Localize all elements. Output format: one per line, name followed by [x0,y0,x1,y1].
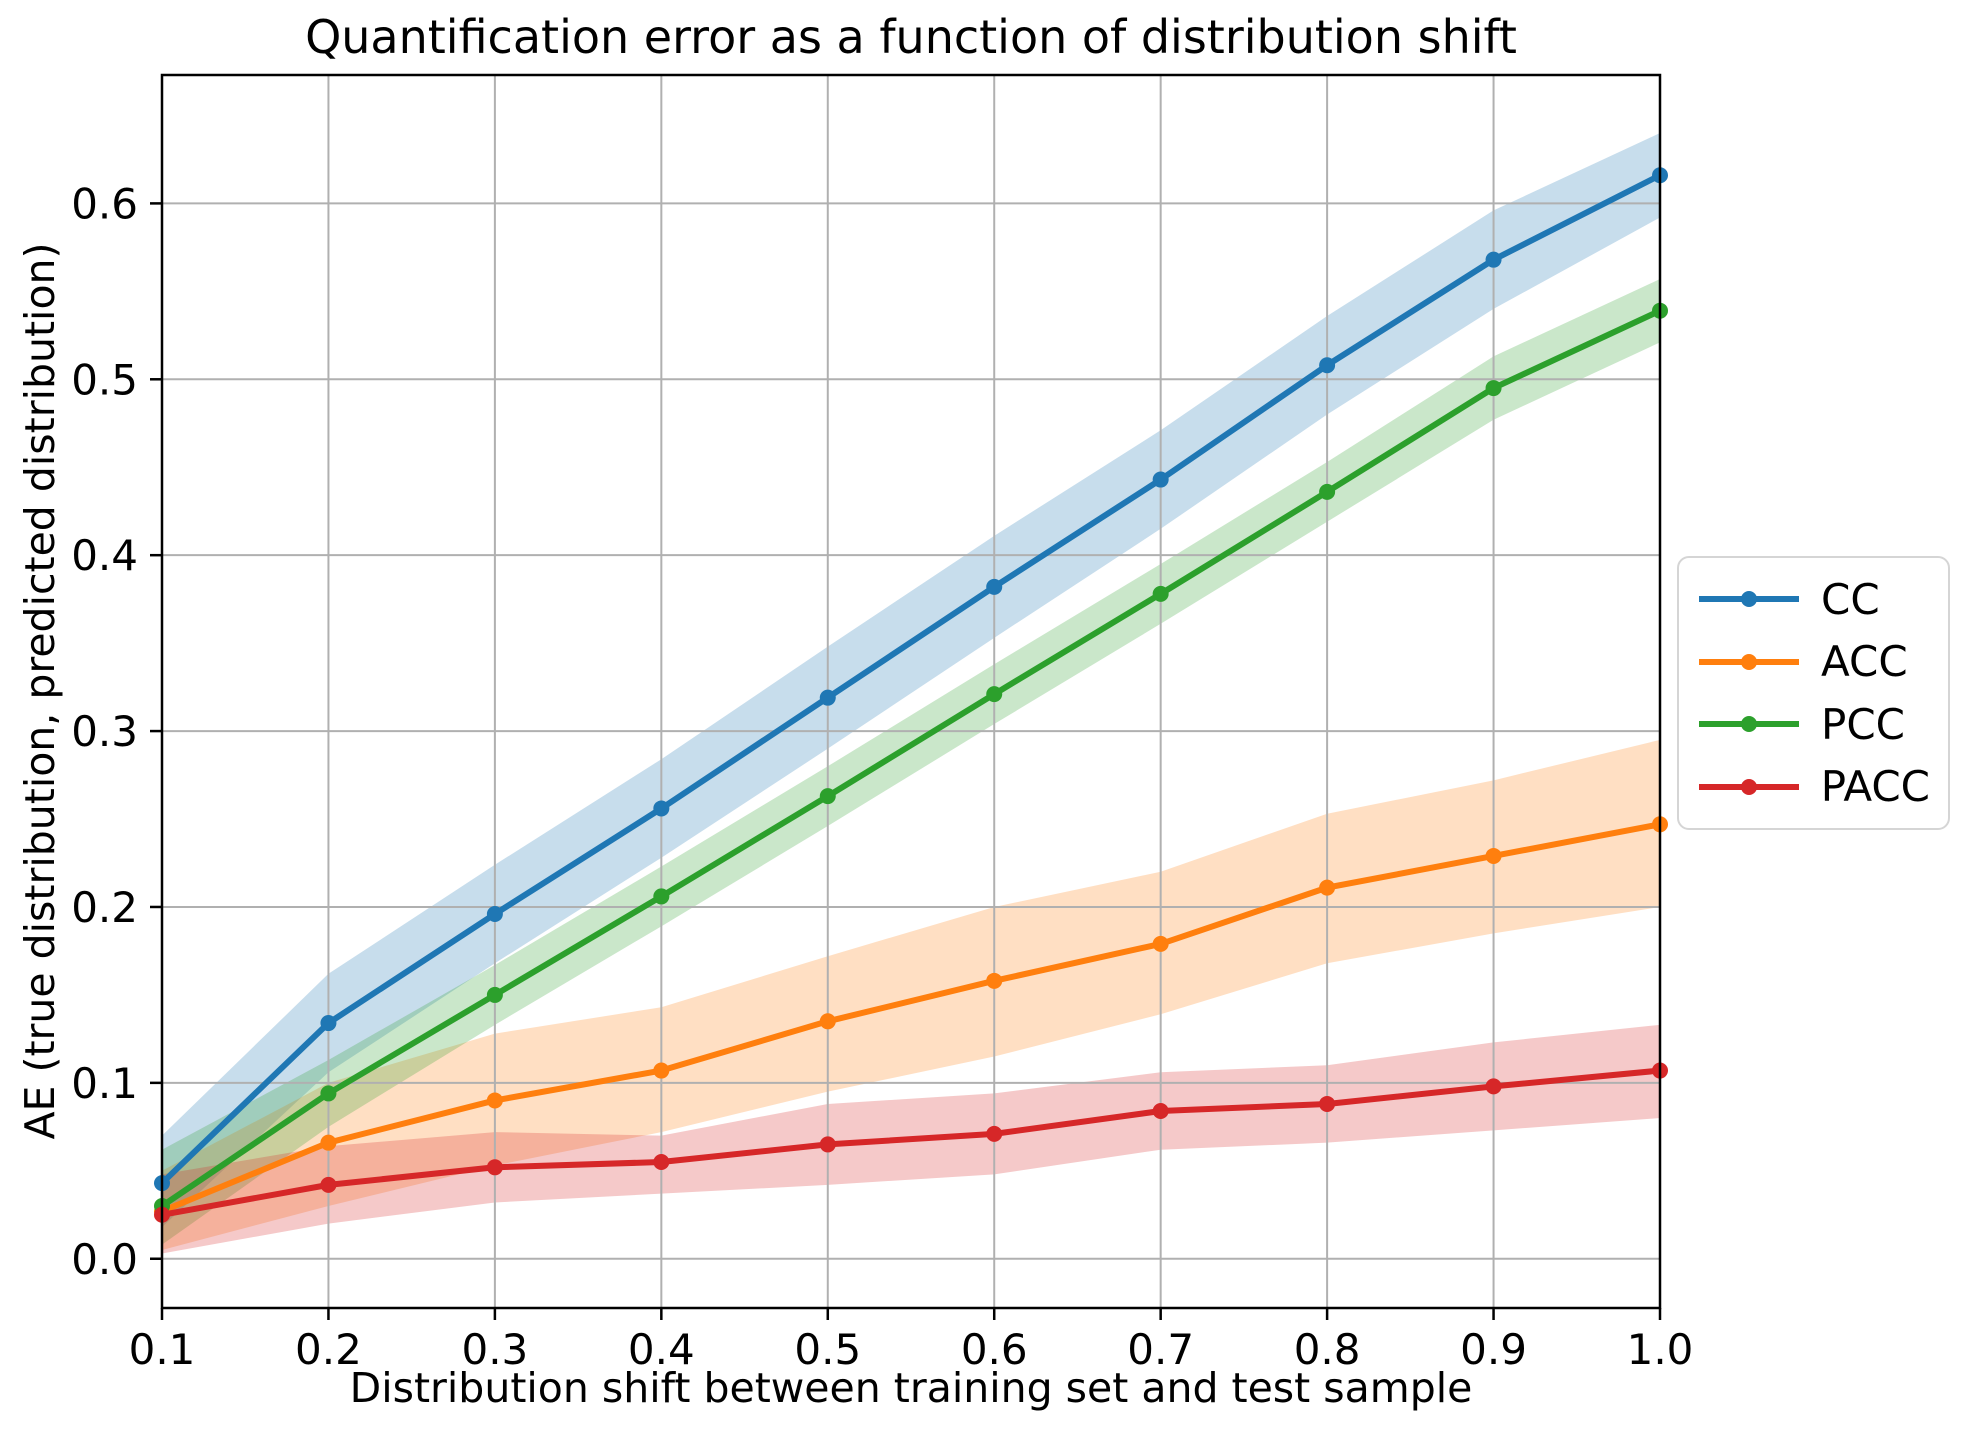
data-point-cc [486,906,503,923]
series-line-pacc [159,1067,1663,1218]
x-tick-label: 0.1 [129,1325,196,1374]
data-point-acc [1152,935,1169,952]
x-tick-label: 0.7 [1127,1325,1194,1374]
x-tick-label: 1.0 [1627,1325,1694,1374]
x-tick-label: 0.5 [794,1325,861,1374]
data-point-acc [653,1062,670,1079]
data-point-cc [1319,357,1336,374]
chart-title: Quantification error as a function of di… [305,10,1517,64]
data-point-cc [819,689,836,706]
legend: CC ACC PCC PACC [1677,556,1950,830]
x-tick-label: 0.9 [1460,1325,1527,1374]
legend-label: ACC [1821,637,1908,687]
data-point-pcc [819,788,836,805]
data-point-pcc [320,1085,337,1102]
legend-item-pacc: PACC [1697,762,1930,811]
x-tick-label: 0.6 [961,1325,1028,1374]
data-point-cc [1152,471,1169,488]
data-point-pcc [1485,380,1502,397]
data-point-pacc [1485,1078,1502,1095]
legend-label: PACC [1820,762,1930,812]
x-tick-label: 0.4 [628,1325,695,1374]
y-tick-label: 0.4 [71,531,138,580]
data-point-acc [819,1013,836,1030]
data-point-pcc [986,686,1003,703]
x-axis-label: Distribution shift between training set … [349,1364,1473,1412]
data-point-pcc [653,888,670,905]
data-point-cc [1485,251,1502,268]
y-tick-label: 0.3 [71,707,138,756]
data-point-cc [320,1015,337,1032]
y-tick-label: 0.6 [71,179,138,228]
x-tick-label: 0.3 [461,1325,528,1374]
legend-line-marker-icon [1699,653,1799,670]
data-point-cc [653,800,670,817]
data-point-pacc [986,1125,1003,1142]
data-point-acc [320,1134,337,1151]
legend-item-pcc: PCC [1697,700,1930,749]
data-point-acc [1485,847,1502,864]
series-line-pcc [159,307,1663,1209]
x-tick-label: 0.2 [295,1325,362,1374]
x-tick-label: 0.8 [1294,1325,1361,1374]
axes-spines [160,73,1662,1310]
legend-item-acc: ACC [1697,637,1930,686]
data-point-acc [1319,879,1336,896]
y-tick-label: 0.0 [71,1235,138,1284]
data-point-acc [986,972,1003,989]
data-point-pacc [486,1159,503,1176]
y-tick-label: 0.1 [71,1059,138,1108]
data-point-pacc [1152,1103,1169,1120]
data-point-pacc [320,1176,337,1193]
legend-item-cc: CC [1697,575,1930,624]
legend-label: CC [1821,574,1880,624]
confidence-band-acc [162,739,1660,1250]
series-line-cc [159,172,1663,1187]
data-point-pcc [486,986,503,1003]
y-tick-label: 0.2 [71,883,138,932]
data-point-pcc [1319,483,1336,500]
y-tick-label: 0.5 [71,355,138,404]
legend-line-marker-icon [1699,591,1799,608]
data-point-cc [986,578,1003,595]
series-line-acc [159,821,1663,1215]
data-point-pacc [1319,1095,1336,1112]
legend-line-marker-icon [1699,778,1799,795]
data-point-acc [486,1092,503,1109]
data-point-pcc [1152,585,1169,602]
data-point-pacc [653,1154,670,1171]
legend-line-marker-icon [1699,716,1799,733]
data-point-pacc [819,1136,836,1153]
confidence-band-cc [162,133,1660,1228]
legend-label: PCC [1821,699,1905,749]
